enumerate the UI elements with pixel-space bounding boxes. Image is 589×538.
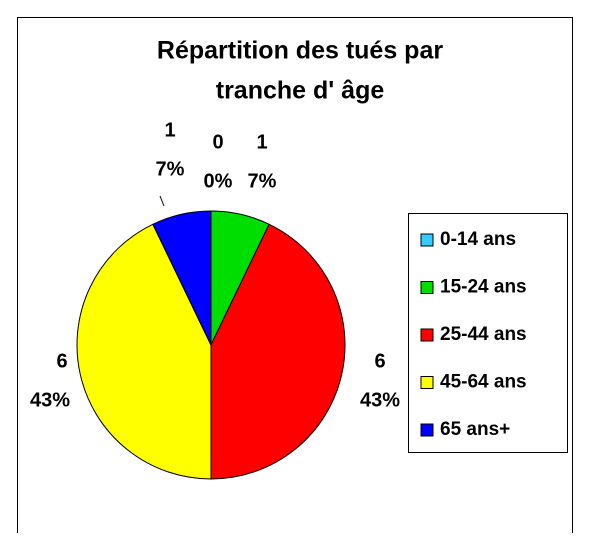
leader-line (159, 195, 165, 207)
pie-slice (76, 223, 212, 480)
data-label: 1 (164, 119, 175, 141)
data-label: 7% (248, 170, 277, 192)
data-label: 0% (204, 170, 233, 192)
legend-swatch (420, 423, 434, 437)
legend-swatch (420, 328, 434, 342)
legend-box (408, 213, 568, 453)
legend-swatch (420, 233, 434, 247)
chart-title: Répartition des tués par (157, 37, 443, 65)
data-label: 43% (30, 389, 70, 411)
data-label: 7% (156, 158, 185, 180)
pie-slice (152, 210, 212, 346)
legend-label: 0-14 ans (440, 229, 516, 250)
data-label: 6 (374, 350, 385, 372)
pie-slice (210, 223, 346, 480)
legend-swatch (420, 281, 434, 294)
legend-label: 65 ans+ (440, 419, 510, 440)
legend-swatch (420, 376, 434, 389)
legend-label: 45-64 ans (440, 372, 527, 393)
data-label: 6 (56, 350, 67, 372)
data-label: 1 (256, 131, 267, 153)
data-label: 43% (360, 389, 400, 411)
chart-title: tranche d' âge (216, 77, 385, 105)
data-label: 0 (212, 131, 223, 153)
legend-label: 25-44 ans (440, 324, 527, 345)
legend-label: 15-24 ans (440, 277, 527, 298)
